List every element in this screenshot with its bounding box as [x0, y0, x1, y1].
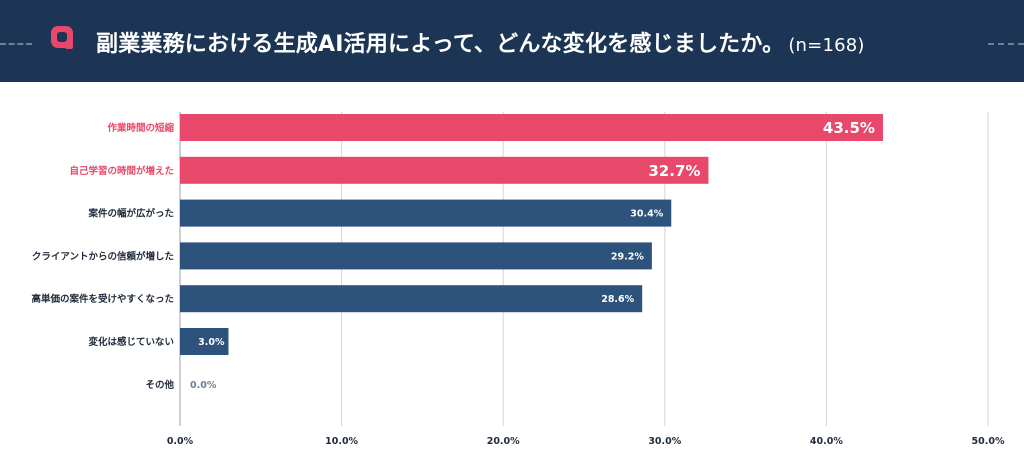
- value-label: 43.5%: [823, 119, 875, 137]
- bar-0: [180, 114, 883, 141]
- left-dash-decoration: [0, 43, 32, 45]
- x-axis-ticks: 0.0% 10.0% 20.0% 30.0% 40.0% 50.0%: [167, 436, 1005, 447]
- value-label: 29.2%: [611, 251, 644, 262]
- value-label: 0.0%: [190, 380, 217, 391]
- x-tick-label: 40.0%: [810, 436, 843, 447]
- category-label: その他: [145, 379, 174, 391]
- bar-3: [180, 242, 652, 270]
- category-labels: 作業時間の短縮自己学習の時間が増えた案件の幅が広がったクライアントからの信頼が増…: [31, 122, 174, 391]
- sample-size: (n=168): [788, 35, 865, 56]
- header-banner: Q 副業業務における生成AI活用によって、どんな変化を感じましたか。(n=168…: [0, 0, 1024, 82]
- x-tick-label: 20.0%: [487, 436, 520, 447]
- value-label: 28.6%: [601, 294, 634, 305]
- value-label: 30.4%: [630, 209, 663, 220]
- title-text: 副業業務における生成AI活用によって、どんな変化を感じましたか。: [96, 32, 785, 57]
- category-label: 自己学習の時間が増えた: [69, 165, 174, 177]
- page-title: 副業業務における生成AI活用によって、どんな変化を感じましたか。 (n=168): [96, 26, 865, 58]
- value-labels: 43.5% 32.7% 30.4% 29.2% 28.6% 3.0% 0.0%: [190, 119, 875, 391]
- category-label: 案件の幅が広がった: [87, 208, 174, 220]
- x-tick-label: 0.0%: [167, 436, 194, 447]
- bars: [180, 114, 883, 355]
- category-label: 変化は感じていない: [88, 336, 174, 348]
- question-q-icon: Q: [51, 26, 73, 49]
- x-tick-label: 50.0%: [972, 436, 1005, 447]
- bar-4: [180, 285, 643, 313]
- bar-chart: 作業時間の短縮自己学習の時間が増えた案件の幅が広がったクライアントからの信頼が増…: [31, 112, 1005, 447]
- category-label: 高単価の案件を受けやすくなった: [31, 293, 174, 305]
- x-tick-label: 30.0%: [648, 436, 681, 447]
- right-dash-decoration: [988, 43, 1024, 45]
- bar-2: [180, 199, 672, 227]
- x-tick-label: 10.0%: [325, 436, 358, 447]
- category-label: クライアントからの信頼が増した: [32, 250, 174, 262]
- bar-1: [180, 156, 709, 184]
- value-label: 3.0%: [198, 337, 225, 348]
- category-label: 作業時間の短縮: [107, 122, 174, 134]
- value-label: 32.7%: [648, 162, 700, 180]
- bar-5: [180, 328, 229, 355]
